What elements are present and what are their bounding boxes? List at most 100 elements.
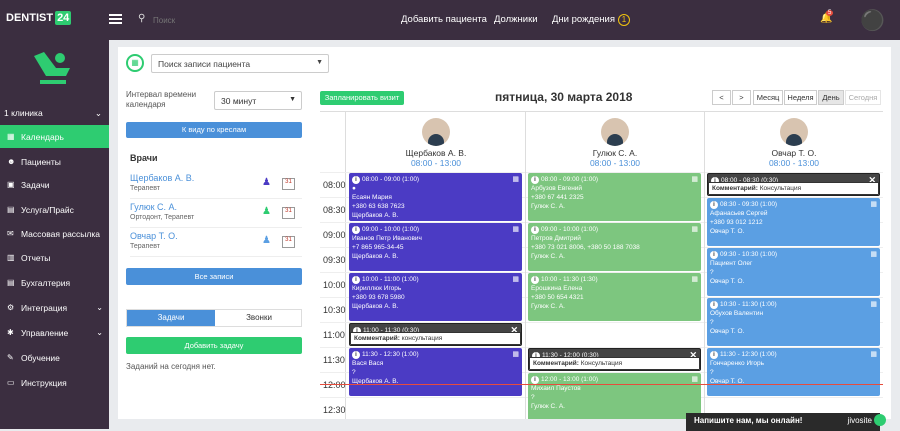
comment-card[interactable]: i 08:00 - 08:30 (0:30) ✕ Комментарий: Консу… [707,173,880,196]
birthdays-link[interactable]: Дни рождения 1 [552,14,630,26]
tasks-icon: ▣ [7,180,15,189]
appointment-card[interactable]: i 10:30 - 11:30 (1:00) ▦ Обухов Валентин? Ов… [707,298,880,346]
card-icon[interactable]: ▦ [691,226,698,233]
doctor-person-icon: ♟ [262,206,271,217]
time-label: 12:00 [323,380,346,390]
card-icon[interactable]: ▦ [691,376,698,383]
sidebar-item-10[interactable]: ▭ Инструкция [0,371,109,394]
tooth-icon[interactable]: ⚫ [860,10,885,32]
sidebar-item-3[interactable]: ▤ Услуга/Прайс [0,198,109,221]
comment-text: Комментарий: консультация [350,332,521,345]
close-icon[interactable]: ✕ [689,350,697,360]
appointment-card[interactable]: i 08:30 - 09:30 (1:00) ▦ Афанасьев Сергей +3… [707,198,880,246]
add-patient-link[interactable]: Добавить пациента [401,14,487,25]
view-month-button[interactable]: Месяц [753,90,783,105]
time-gridline [320,347,883,348]
sidebar-item-8[interactable]: ✱ Управление ⌄ [0,321,109,344]
card-icon[interactable]: ▦ [691,176,698,183]
doctor-name[interactable]: Щербаков А. В. [130,173,195,183]
app-logo[interactable]: DENTIST 24 [6,11,72,25]
doctor-item: Щербаков А. В. Терапевт ♟ 31 [130,173,302,199]
sidebar-item-label: Календарь [21,131,64,142]
doctor-schedule-icon[interactable]: 31 [282,178,295,190]
patient-record-search[interactable]: Поиск записи пациента ▼ [151,54,329,73]
settings-icon: ✱ [7,328,14,337]
doctor-name[interactable]: Овчар Т. О. [130,231,178,241]
sidebar-item-0[interactable]: ▦ Календарь [0,125,109,148]
card-icon[interactable]: ▦ [870,351,877,358]
comment-text: Комментарий: Консультация [708,182,879,195]
prev-day-button[interactable]: < [712,90,731,105]
doctor-avatar [422,118,450,146]
info-icon: i [352,351,360,359]
sidebar-item-6[interactable]: ▤ Бухгалтерия [0,271,109,294]
card-icon[interactable]: ▦ [512,351,519,358]
time-gridline [320,222,883,223]
appointment-card[interactable]: i 09:00 - 10:00 (1:00) ▦ Петров Дмитрий +380… [528,223,701,271]
column-doctor-name: Гулюк С. А. [592,148,638,158]
appointment-line: Щербаков А. В. [352,303,399,310]
appointment-card[interactable]: i 10:00 - 11:30 (1:30) ▦ Ерошкина Елена +380… [528,273,701,321]
search-input[interactable] [153,13,273,27]
online-chat-widget[interactable]: Напишите нам, мы онлайн! jivosite [686,413,886,431]
close-icon[interactable]: ✕ [510,325,518,335]
appointment-card[interactable]: i 11:30 - 12:30 (1:00) ▦ Вася Вася? Щербаков… [349,348,522,396]
sidebar-item-2[interactable]: ▣ Задачи [0,173,109,196]
appointment-line: Гулюк С. А. [531,253,565,260]
add-task-button[interactable]: Добавить задачу [126,337,302,354]
tab-calls[interactable]: Звонки [246,313,272,322]
card-icon[interactable]: ▦ [870,251,877,258]
appointment-card[interactable]: i 11:30 - 12:30 (1:00) ▦ Гончаренко Игорь? О… [707,348,880,396]
today-button[interactable]: Сегодня [845,90,881,105]
clinic-select[interactable]: 1 клиника ⌄ [4,108,102,118]
sidebar-item-7[interactable]: ⚙ Интеграция ⌄ [0,296,109,319]
appointment-line: Щербаков А. В. [352,212,399,219]
all-records-button[interactable]: Все записи [126,268,302,285]
info-icon: i [531,376,539,384]
card-icon[interactable]: ▦ [870,201,877,208]
tab-tasks[interactable]: Задачи [127,310,215,326]
info-icon: i [352,176,360,184]
bell-icon[interactable]: 🔔 5 [820,10,834,24]
close-icon[interactable]: ✕ [868,175,876,185]
appointment-card[interactable]: i 10:00 - 11:00 (1:00) ▦ Кириллюк Игорь +380… [349,273,522,321]
card-icon[interactable]: ▦ [870,301,877,308]
sidebar-item-4[interactable]: ✉ Массовая рассылка [0,222,109,245]
appointment-line: Есаян Мария [352,194,392,201]
appointment-card[interactable]: i 09:00 - 10:00 (1:00) ▦ Иванов Петр Иванов… [349,223,522,271]
view-week-button[interactable]: Неделя [784,90,817,105]
comment-card[interactable]: i 11:30 - 12:00 (0:30) ✕ Комментарий: Консу… [528,348,701,371]
next-day-button[interactable]: > [732,90,751,105]
chairs-view-button[interactable]: К виду по креслам [126,122,302,138]
interval-select[interactable]: 30 минут ▼ [214,91,302,110]
doctors-title: Врачи [130,153,158,163]
doctor-person-icon: ♟ [262,177,271,188]
appointment-line: Афанасьев Сергей [710,210,768,217]
comment-time: i 11:30 - 12:00 (0:30) ✕ [532,351,697,360]
sidebar-item-9[interactable]: ✎ Обучение [0,346,109,369]
menu-icon[interactable] [109,14,122,24]
view-day-button[interactable]: День [818,90,844,105]
sidebar-item-5[interactable]: ▥ Отчеты [0,246,109,269]
appointment-card[interactable]: i 09:30 - 10:30 (1:00) ▦ Пациент Олег? Овчар… [707,248,880,296]
appointment-card[interactable]: i 08:00 - 09:00 (1:00) ▦ Арбузов Евгений +38… [528,173,701,221]
sidebar-item-label: Пациенты [21,156,61,167]
comment-card[interactable]: i 11:00 - 11:30 (0:30) ✕ Комментарий: консу… [349,323,522,346]
debtors-link[interactable]: Должники [494,14,538,25]
sidebar-item-1[interactable]: ☻ Пациенты [0,150,109,173]
column-work-hours: 08:00 - 13:00 [589,158,641,168]
doctor-schedule-icon[interactable]: 31 [282,207,295,219]
doctor-schedule-icon[interactable]: 31 [282,236,295,248]
appointment-card[interactable]: i 08:00 - 09:00 (1:00) ▦ ● Есаян Мария +380 6… [349,173,522,221]
appointment-card[interactable]: i 12:00 - 13:00 (1:00) ▦ Михаил Паустов? Гул… [528,373,701,419]
card-icon[interactable]: ▦ [691,276,698,283]
schedule-visit-button[interactable]: Запланировать визит [320,91,404,105]
time-label: 11:00 [323,330,345,340]
card-icon[interactable]: ▦ [512,276,519,283]
dentist-chair-icon [34,52,70,84]
info-icon: i [711,177,719,185]
card-icon[interactable]: ▦ [512,176,519,183]
doctor-name[interactable]: Гулюк С. А. [130,202,178,212]
card-icon[interactable]: ▦ [512,226,519,233]
appointment-line: Петров Дмитрий [531,235,581,242]
